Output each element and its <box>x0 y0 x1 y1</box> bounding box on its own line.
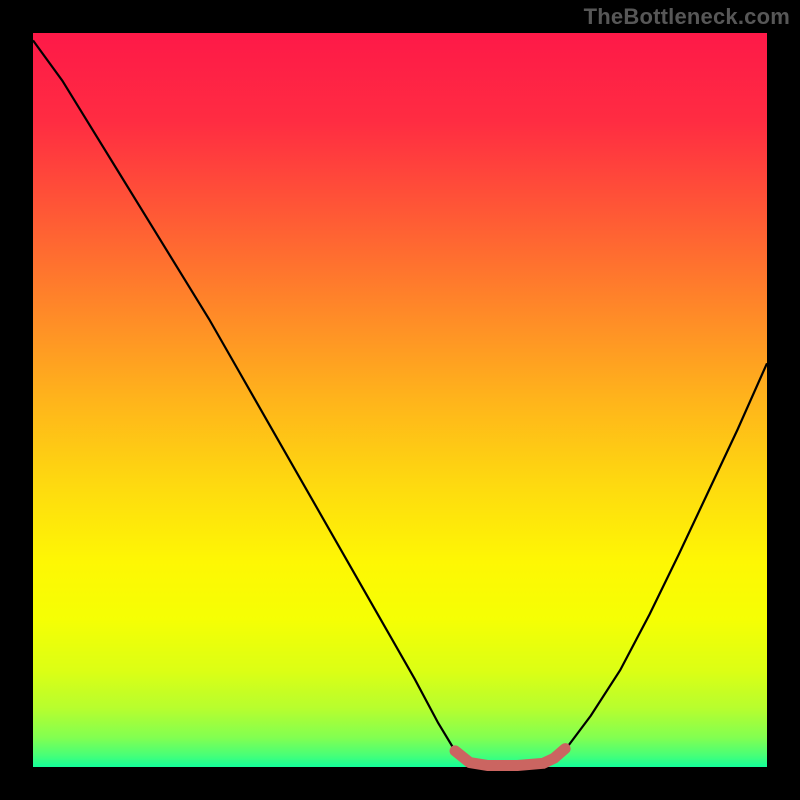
plot-area <box>33 33 767 767</box>
bottleneck-chart <box>0 0 800 800</box>
chart-container: TheBottleneck.com <box>0 0 800 800</box>
watermark-text: TheBottleneck.com <box>584 4 790 30</box>
